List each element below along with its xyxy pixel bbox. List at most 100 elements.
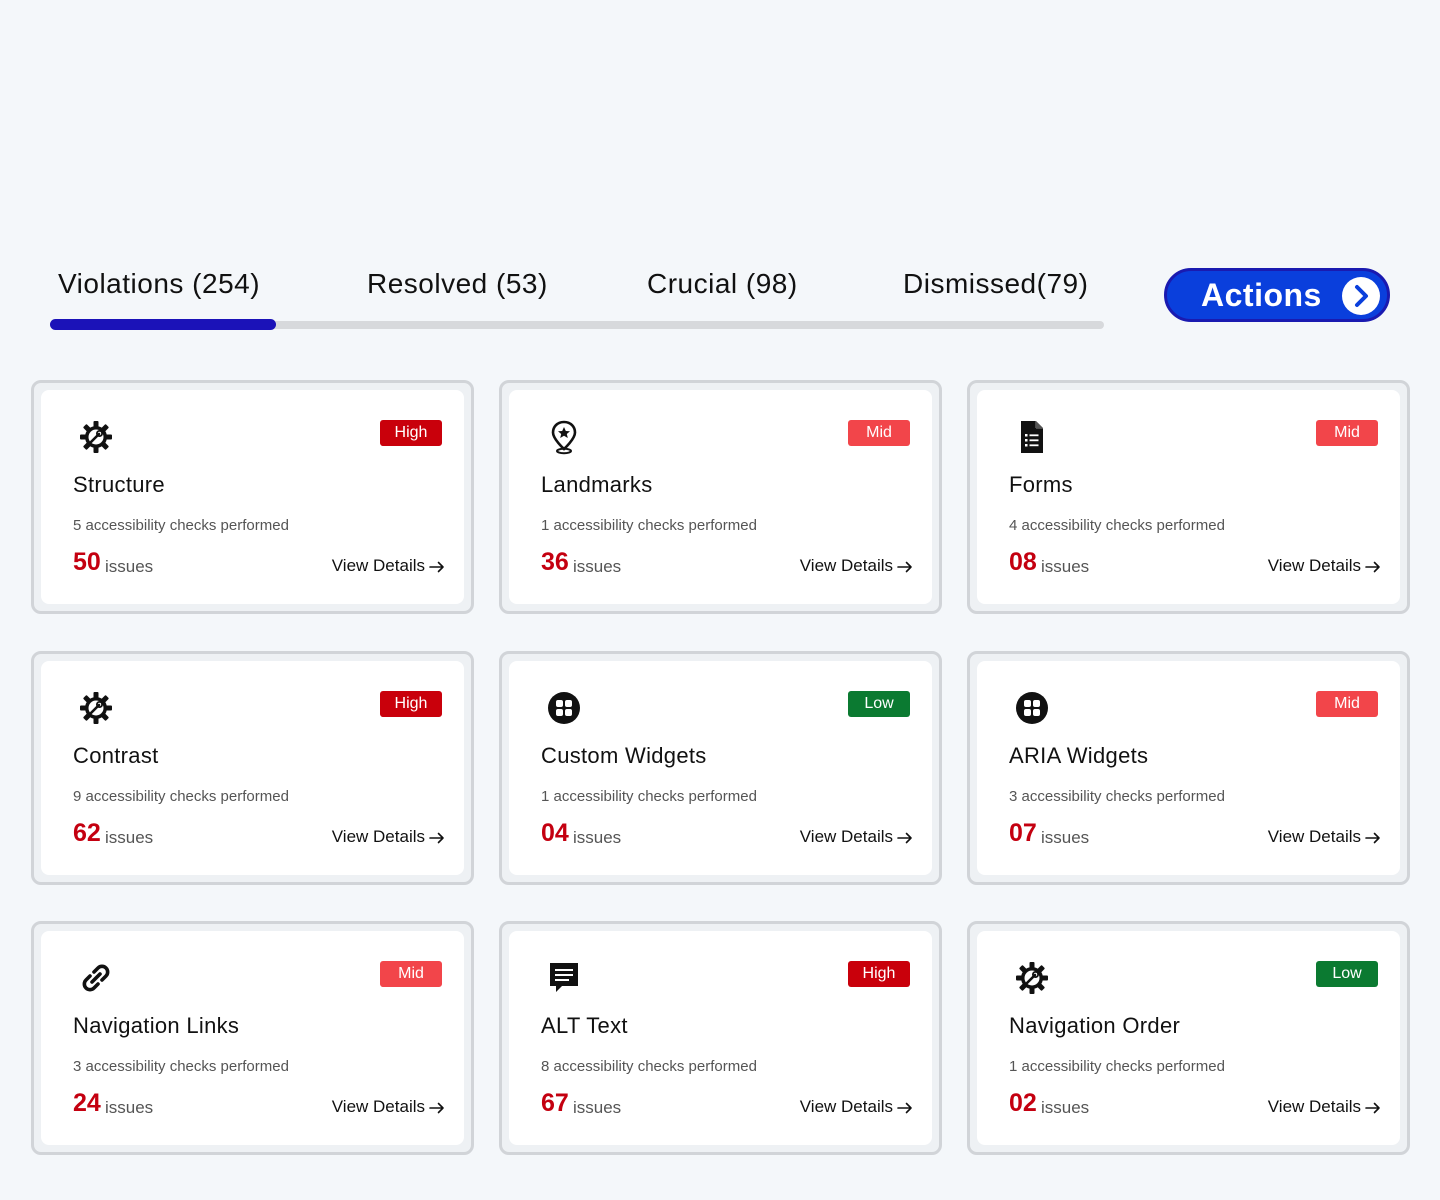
issues-label: issues	[573, 828, 622, 847]
view-details-link[interactable]: View Details	[800, 1097, 913, 1117]
category-card[interactable]: Low Navigation Order 1 accessibility che…	[967, 921, 1410, 1155]
severity-badge: High	[380, 420, 442, 446]
category-card[interactable]: Mid ARIA Widgets 3 accessibility checks …	[967, 651, 1410, 885]
issue-count: 04	[541, 819, 569, 847]
severity-badge: Mid	[848, 420, 910, 446]
card-title: Custom Widgets	[541, 743, 707, 768]
actions-button[interactable]: Actions	[1164, 268, 1390, 322]
view-details-link[interactable]: View Details	[332, 827, 445, 847]
checks-performed-text: 1 accessibility checks performed	[541, 788, 757, 805]
checks-performed-text: 1 accessibility checks performed	[541, 517, 757, 534]
issue-count: 07	[1009, 819, 1037, 847]
issues-label: issues	[1041, 1098, 1090, 1117]
tab-resolved[interactable]: Resolved (53)	[367, 268, 548, 299]
card-body: Low Custom Widgets 1 accessibility check…	[509, 661, 932, 875]
category-card[interactable]: High ALT Text 8 accessibility checks per…	[499, 921, 942, 1155]
card-title: Forms	[1009, 472, 1073, 497]
category-card[interactable]: Low Custom Widgets 1 accessibility check…	[499, 651, 942, 885]
card-title: Navigation Links	[73, 1013, 240, 1038]
gear-wrench-icon	[78, 690, 114, 726]
card-title: Contrast	[73, 743, 159, 768]
arrow-right-icon	[897, 561, 912, 572]
checks-performed-text: 9 accessibility checks performed	[73, 788, 289, 805]
issue-count: 62	[73, 819, 101, 847]
view-details-label: View Details	[1267, 1097, 1361, 1116]
card-body: Mid Landmarks 1 accessibility checks per…	[509, 390, 932, 604]
checks-performed-text: 4 accessibility checks performed	[1009, 517, 1225, 534]
checks-performed-text: 3 accessibility checks performed	[73, 1058, 289, 1075]
tab-track	[50, 321, 1104, 329]
severity-badge: Low	[848, 691, 910, 717]
checks-performed-text: 3 accessibility checks performed	[1009, 788, 1225, 805]
view-details-link[interactable]: View Details	[332, 556, 445, 576]
category-card[interactable]: High Contrast 9 accessibility checks per…	[31, 651, 474, 885]
view-details-link[interactable]: View Details	[1268, 556, 1381, 576]
card-body: Mid ARIA Widgets 3 accessibility checks …	[977, 661, 1400, 875]
issue-count: 36	[541, 548, 569, 576]
widgets-icon	[546, 690, 582, 726]
arrow-right-icon	[429, 561, 444, 572]
view-details-link[interactable]: View Details	[1268, 1097, 1381, 1117]
arrow-right-icon	[429, 1102, 444, 1113]
card-body: Mid Navigation Links 3 accessibility che…	[41, 931, 464, 1145]
issues-label: issues	[573, 557, 622, 576]
view-details-label: View Details	[1267, 827, 1361, 846]
card-title: ALT Text	[541, 1013, 628, 1038]
view-details-label: View Details	[331, 1097, 425, 1116]
checks-performed-text: 5 accessibility checks performed	[73, 517, 289, 534]
view-details-label: View Details	[799, 556, 893, 575]
view-details-link[interactable]: View Details	[800, 556, 913, 576]
tab-dismissed[interactable]: Dismissed(79)	[903, 268, 1089, 299]
card-body: High Structure 5 accessibility checks pe…	[41, 390, 464, 604]
category-card[interactable]: High Structure 5 accessibility checks pe…	[31, 380, 474, 614]
severity-badge: Mid	[380, 961, 442, 987]
view-details-link[interactable]: View Details	[1268, 827, 1381, 847]
arrow-right-icon	[1365, 561, 1380, 572]
card-title: Structure	[73, 472, 165, 497]
card-title: Landmarks	[541, 472, 653, 497]
link-icon	[78, 960, 114, 996]
card-body: Low Navigation Order 1 accessibility che…	[977, 931, 1400, 1145]
issues-label: issues	[1041, 828, 1090, 847]
issue-count: 24	[73, 1089, 101, 1117]
checks-performed-text: 1 accessibility checks performed	[1009, 1058, 1225, 1075]
tab-crucial[interactable]: Crucial (98)	[647, 268, 798, 299]
view-details-label: View Details	[799, 1097, 893, 1116]
card-body: High Contrast 9 accessibility checks per…	[41, 661, 464, 875]
view-details-label: View Details	[1267, 556, 1361, 575]
gear-wrench-icon	[78, 419, 114, 455]
arrow-right-icon	[1365, 832, 1380, 843]
card-title: Navigation Order	[1009, 1013, 1181, 1038]
arrow-right-icon	[1365, 1102, 1380, 1113]
issues-label: issues	[573, 1098, 622, 1117]
location-pin-icon	[546, 419, 582, 455]
checks-performed-text: 8 accessibility checks performed	[541, 1058, 757, 1075]
message-icon	[546, 960, 582, 996]
view-details-link[interactable]: View Details	[332, 1097, 445, 1117]
view-details-link[interactable]: View Details	[800, 827, 913, 847]
issues-label: issues	[105, 828, 154, 847]
tab-violations[interactable]: Violations (254)	[58, 268, 261, 299]
arrow-right-icon	[429, 832, 444, 843]
issue-count: 50	[73, 548, 101, 576]
severity-badge: Mid	[1316, 420, 1378, 446]
category-card[interactable]: Mid Landmarks 1 accessibility checks per…	[499, 380, 942, 614]
card-body: Mid Forms 4 accessibility checks perform…	[977, 390, 1400, 604]
active-tab-indicator	[50, 319, 276, 330]
severity-badge: Mid	[1316, 691, 1378, 717]
category-card[interactable]: Mid Navigation Links 3 accessibility che…	[31, 921, 474, 1155]
actions-label: Actions	[1201, 277, 1322, 313]
category-card[interactable]: Mid Forms 4 accessibility checks perform…	[967, 380, 1410, 614]
arrow-right-icon	[897, 1102, 912, 1113]
issues-label: issues	[105, 557, 154, 576]
widgets-icon	[1014, 690, 1050, 726]
issues-label: issues	[105, 1098, 154, 1117]
issues-label: issues	[1041, 557, 1090, 576]
card-body: High ALT Text 8 accessibility checks per…	[509, 931, 932, 1145]
arrow-right-icon	[897, 832, 912, 843]
issue-count: 67	[541, 1089, 569, 1117]
gear-wrench-icon	[1014, 960, 1050, 996]
severity-badge: Low	[1316, 961, 1378, 987]
form-document-icon	[1014, 419, 1050, 455]
tab-bar: Violations (254) Resolved (53) Crucial (…	[50, 262, 1104, 330]
